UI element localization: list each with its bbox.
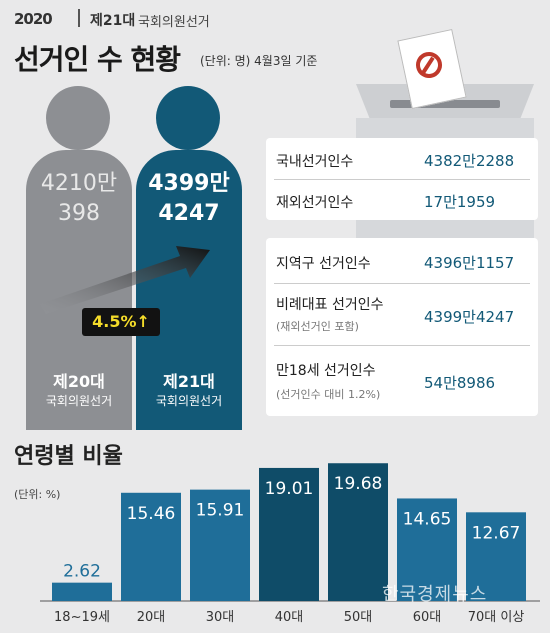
bar-0	[52, 582, 112, 601]
bar-value-label-3: 19.01	[265, 479, 314, 499]
category-label-4: 50대	[344, 610, 373, 625]
age-chart-unit: (단위: %)	[14, 488, 61, 501]
growth-badge: 4.5%↑	[82, 308, 160, 336]
label-21st-sub: 국회의원선거	[155, 394, 223, 408]
voters-21st-line2: 4247	[158, 201, 220, 226]
age-chart-title: 연령별 비율	[14, 444, 123, 469]
category-label-6: 70대 이상	[468, 610, 525, 625]
header-divider	[78, 9, 80, 27]
divider	[274, 283, 530, 284]
bar-4	[328, 463, 388, 601]
logo-2020: 2020	[14, 10, 53, 28]
proportional-voters-label: 비례대표 선거인수	[276, 297, 384, 313]
label-21st: 제21대	[163, 372, 215, 391]
voters-20th-line1: 4210만	[40, 171, 118, 196]
info-box-types	[266, 238, 538, 416]
label-20th: 제20대	[53, 372, 105, 391]
divider	[274, 345, 530, 346]
person-21st-head-icon	[156, 86, 220, 150]
bar-value-label-4: 19.68	[334, 474, 383, 494]
bar-value-label-1: 15.46	[127, 504, 176, 524]
bar-value-label-0: 2.62	[63, 562, 101, 582]
proportional-voters-note: (재외선거인 포함)	[276, 320, 359, 333]
bar-1	[121, 492, 181, 601]
person-21st-body	[136, 150, 242, 430]
age18-voters-value: 54만8986	[424, 374, 496, 392]
growth-arrow-icon	[40, 246, 210, 314]
bar-2	[190, 489, 250, 601]
proportional-voters-value: 4399만4247	[424, 308, 515, 326]
bar-value-label-5: 14.65	[403, 509, 452, 529]
voters-21st-line1: 4399만	[148, 171, 230, 196]
district-voters-value: 4396만1157	[424, 254, 515, 272]
divider	[274, 179, 530, 180]
page-title: 선거인 수 현황	[14, 43, 181, 76]
category-label-2: 30대	[206, 610, 235, 625]
category-label-5: 60대	[413, 610, 442, 625]
bar-5	[397, 498, 457, 601]
bar-6	[466, 512, 526, 601]
election-name: 국회의원선거	[138, 15, 210, 30]
bar-value-label-6: 12.67	[472, 523, 521, 543]
domestic-voters-value: 4382만2288	[424, 152, 515, 170]
category-label-3: 40대	[275, 610, 304, 625]
person-20th-head-icon	[46, 86, 110, 150]
bar-3	[259, 467, 319, 601]
unit-note: (단위: 명) 4월3일 기준	[200, 54, 318, 68]
age18-voters-note: (선거인수 대비 1.2%)	[276, 388, 381, 401]
overseas-voters-value: 17만1959	[424, 193, 496, 211]
overseas-voters-label: 재외선거인수	[276, 195, 354, 211]
district-voters-label: 지역구 선거인수	[276, 256, 371, 272]
bar-value-label-2: 15.91	[196, 501, 245, 521]
category-label-1: 20대	[137, 610, 166, 625]
category-label-0: 18~19세	[54, 610, 110, 625]
ballot-slot	[390, 100, 500, 108]
age18-voters-label: 만18세 선거인수	[276, 363, 376, 379]
domestic-voters-label: 국내선거인수	[276, 154, 354, 170]
watermark: 한국경제뉴스	[382, 584, 488, 605]
election-number: 제21대	[90, 13, 136, 29]
label-20th-sub: 국회의원선거	[45, 394, 113, 408]
voters-20th-line2: 398	[58, 201, 100, 226]
